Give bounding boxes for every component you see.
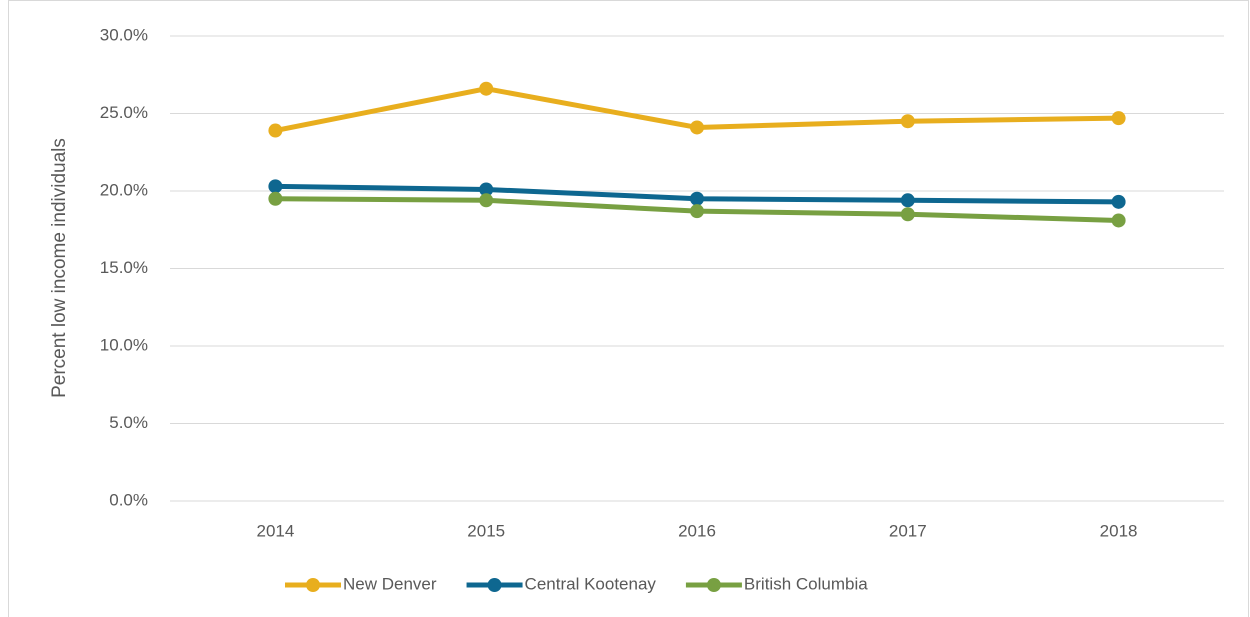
point: [1111, 194, 1126, 209]
point: [900, 114, 915, 129]
point: [479, 81, 494, 96]
chart-border: [8, 0, 1249, 617]
y-tick-label: 5.0%: [109, 413, 148, 432]
y-tick-label: 15.0%: [100, 258, 148, 277]
point: [690, 120, 704, 135]
y-tick-label: 0.0%: [109, 490, 148, 509]
legend-marker: [487, 578, 502, 592]
y-axis-label: Percent low income individuals: [49, 138, 70, 398]
y-tick-label: 20.0%: [100, 180, 148, 199]
point: [1111, 213, 1126, 228]
point: [900, 193, 915, 208]
y-tick-label: 25.0%: [100, 103, 148, 122]
point: [479, 193, 494, 208]
x-tick-label: 2016: [678, 521, 716, 540]
y-tick-label: 30.0%: [100, 25, 148, 44]
legend-marker: [706, 578, 721, 592]
point: [1111, 111, 1126, 126]
point: [900, 207, 915, 222]
y-tick-label: 10.0%: [100, 335, 148, 354]
legend-label: New Denver: [343, 574, 437, 593]
x-tick-label: 2014: [256, 521, 294, 540]
legend-marker: [306, 578, 320, 592]
point: [268, 179, 283, 194]
point: [690, 204, 704, 219]
x-tick-label: 2017: [889, 521, 927, 540]
point: [268, 191, 283, 206]
x-tick-label: 2015: [467, 521, 505, 540]
legend-label: British Columbia: [744, 574, 868, 593]
point: [268, 123, 283, 138]
point: [690, 191, 704, 206]
legend-label: Central Kootenay: [525, 574, 657, 593]
x-tick-label: 2018: [1100, 521, 1138, 540]
point: [479, 182, 494, 197]
